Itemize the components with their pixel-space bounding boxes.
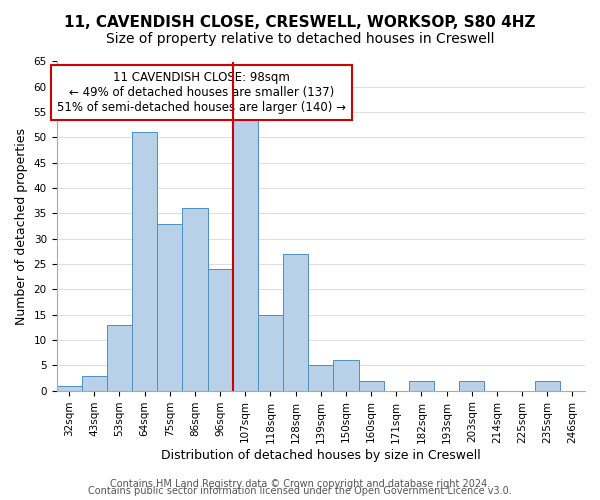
X-axis label: Distribution of detached houses by size in Creswell: Distribution of detached houses by size …: [161, 450, 481, 462]
Bar: [283, 254, 308, 390]
Bar: [359, 380, 383, 390]
Text: Contains public sector information licensed under the Open Government Licence v3: Contains public sector information licen…: [88, 486, 512, 496]
Bar: [208, 269, 233, 390]
Bar: [535, 380, 560, 390]
Bar: [107, 325, 132, 390]
Text: Size of property relative to detached houses in Creswell: Size of property relative to detached ho…: [106, 32, 494, 46]
Bar: [233, 117, 258, 390]
Text: 11, CAVENDISH CLOSE, CRESWELL, WORKSOP, S80 4HZ: 11, CAVENDISH CLOSE, CRESWELL, WORKSOP, …: [64, 15, 536, 30]
Bar: [82, 376, 107, 390]
Bar: [409, 380, 434, 390]
Text: 11 CAVENDISH CLOSE: 98sqm
← 49% of detached houses are smaller (137)
51% of semi: 11 CAVENDISH CLOSE: 98sqm ← 49% of detac…: [58, 72, 346, 114]
Bar: [157, 224, 182, 390]
Bar: [308, 366, 334, 390]
Bar: [56, 386, 82, 390]
Bar: [132, 132, 157, 390]
Bar: [182, 208, 208, 390]
Bar: [334, 360, 359, 390]
Y-axis label: Number of detached properties: Number of detached properties: [15, 128, 28, 324]
Text: Contains HM Land Registry data © Crown copyright and database right 2024.: Contains HM Land Registry data © Crown c…: [110, 479, 490, 489]
Bar: [258, 314, 283, 390]
Bar: [459, 380, 484, 390]
